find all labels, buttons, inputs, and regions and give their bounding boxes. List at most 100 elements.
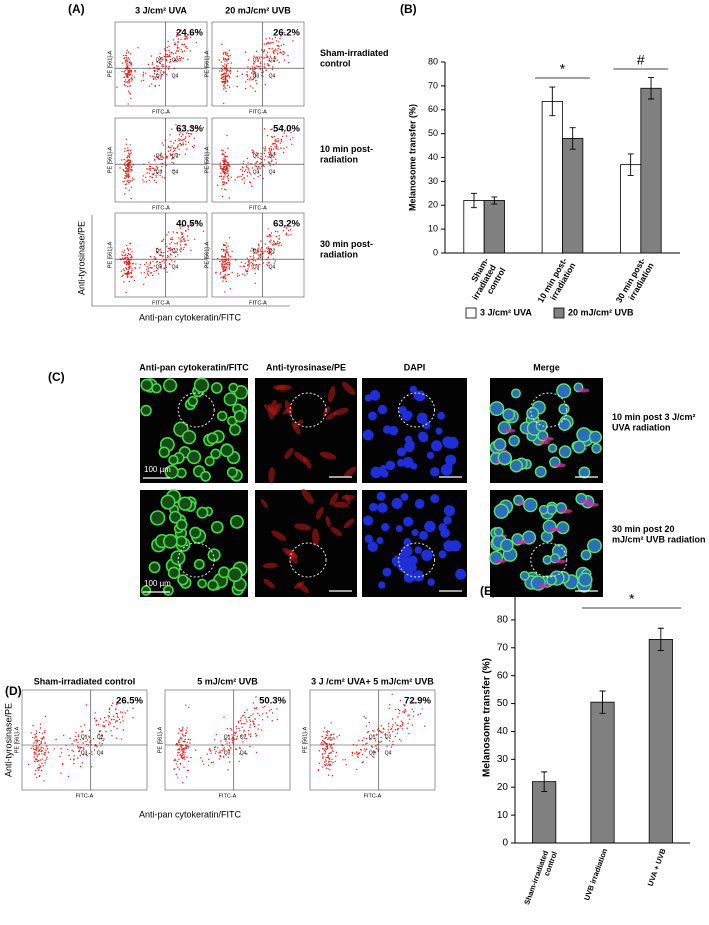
event-dot	[188, 760, 190, 762]
event-dot	[177, 732, 180, 734]
event-dot	[77, 745, 79, 747]
event-dot	[212, 761, 215, 763]
event-dot	[130, 186, 132, 188]
event-dot	[242, 265, 245, 267]
event-dot	[239, 746, 241, 748]
event-dot	[185, 140, 187, 142]
event-dot	[225, 72, 227, 74]
event-dot	[271, 136, 273, 138]
event-dot	[269, 42, 271, 45]
event-dot	[168, 49, 170, 52]
column-title: Anti-tyrosinase/PE	[266, 362, 346, 372]
event-dot	[402, 711, 404, 713]
event-dot	[324, 727, 326, 729]
event-dot	[361, 739, 364, 742]
event-dot	[69, 737, 71, 739]
nucleus	[363, 515, 374, 526]
cell	[229, 423, 242, 436]
event-dot	[257, 257, 260, 259]
y-tick-label: 60	[428, 104, 438, 114]
event-dot	[74, 735, 77, 738]
event-dot	[238, 727, 240, 730]
event-dot	[180, 248, 182, 250]
event-dot	[148, 85, 151, 87]
event-dot	[232, 736, 234, 738]
event-dot	[172, 231, 175, 233]
event-dot	[174, 251, 177, 253]
event-dot	[187, 132, 190, 135]
event-dot	[400, 740, 402, 742]
event-dot	[321, 735, 323, 738]
event-dot	[239, 747, 241, 750]
event-dot	[261, 713, 264, 715]
event-dot	[220, 61, 223, 63]
event-dot	[151, 173, 154, 175]
event-dot	[277, 48, 279, 50]
event-dot	[227, 58, 230, 61]
event-dot	[152, 274, 154, 277]
event-dot	[188, 746, 190, 748]
event-dot	[161, 155, 163, 157]
event-dot	[253, 255, 255, 257]
cell	[523, 497, 538, 513]
event-dot	[224, 255, 227, 257]
event-dot	[128, 166, 130, 168]
event-dot	[158, 61, 161, 63]
event-dot	[128, 80, 130, 83]
nucleus	[380, 469, 389, 478]
event-dot	[163, 252, 165, 254]
cell	[273, 384, 287, 390]
event-dot	[143, 272, 145, 274]
event-dot	[221, 256, 223, 258]
percentage: 72.9%	[404, 696, 431, 707]
event-dot	[404, 708, 406, 711]
event-dot	[42, 765, 44, 767]
nucleus	[455, 568, 467, 580]
event-dot	[155, 248, 158, 250]
event-dot	[126, 156, 128, 159]
event-dot	[246, 753, 248, 755]
quadrant-label: Q1	[156, 58, 163, 64]
event-dot	[186, 132, 188, 134]
event-dot	[273, 151, 276, 154]
quadrant-label: Q1	[253, 249, 260, 255]
event-dot	[236, 176, 238, 178]
event-dot	[226, 64, 228, 66]
event-dot	[149, 168, 152, 170]
event-dot	[111, 735, 113, 737]
event-dot	[290, 132, 292, 134]
event-dot	[126, 275, 129, 277]
event-dot	[126, 150, 128, 152]
event-dot	[129, 262, 131, 264]
event-dot	[258, 247, 260, 249]
event-dot	[36, 776, 38, 779]
event-dot	[208, 764, 210, 767]
event-dot	[131, 267, 133, 269]
event-dot	[33, 742, 35, 744]
event-dot	[276, 718, 279, 721]
event-dot	[228, 749, 230, 752]
event-dot	[55, 738, 57, 741]
event-dot	[186, 35, 188, 38]
event-dot	[325, 731, 328, 733]
cell	[271, 530, 287, 541]
cell	[148, 561, 161, 574]
cell	[502, 408, 516, 422]
event-dot	[183, 138, 185, 141]
event-dot	[324, 749, 326, 751]
event-dot	[194, 127, 196, 129]
event-dot	[42, 738, 44, 740]
event-dot	[260, 49, 263, 51]
percentage: 50.3%	[259, 696, 286, 707]
event-dot	[326, 745, 329, 747]
event-dot	[184, 240, 186, 242]
event-dot	[322, 731, 324, 733]
event-dot	[98, 742, 101, 744]
event-dot	[183, 754, 185, 756]
region-marker	[177, 542, 215, 578]
event-dot	[182, 740, 184, 743]
event-dot	[129, 161, 131, 163]
event-dot	[195, 220, 198, 223]
event-dot	[241, 179, 243, 181]
event-dot	[385, 737, 388, 739]
